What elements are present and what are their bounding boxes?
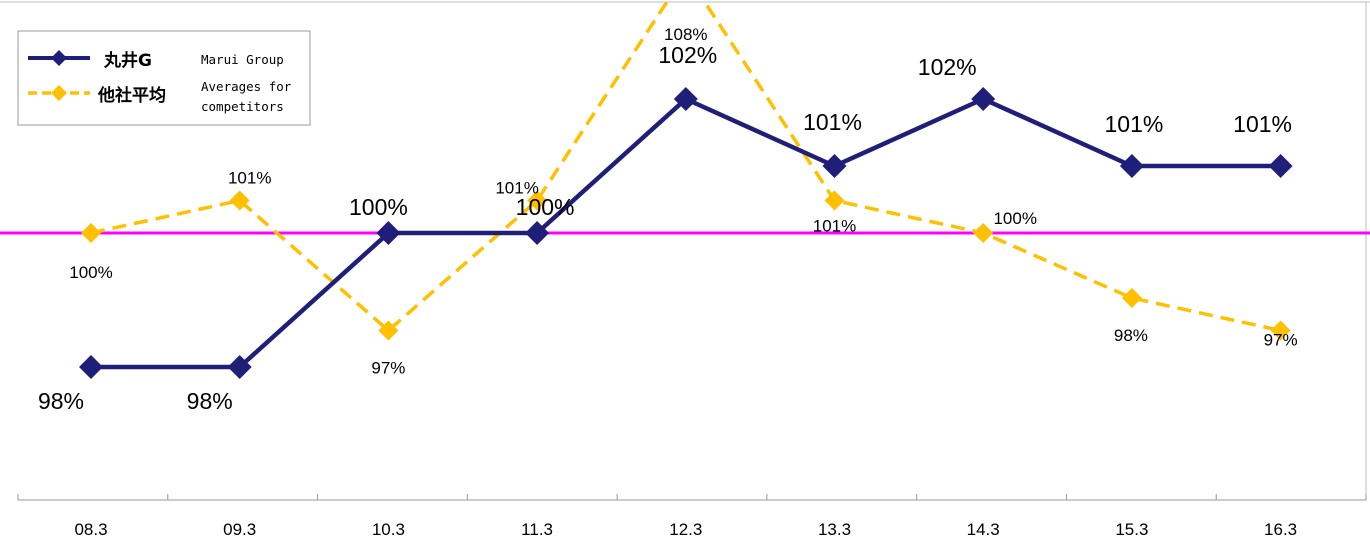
legend-item-marui: 丸井G Marui Group <box>28 50 284 71</box>
legend-label-competitors-en-1: Averages for <box>201 79 292 94</box>
x-tick-label-09-3: 09.3 <box>223 520 256 539</box>
x-axis: 08.3 09.3 10.3 11.3 12.3 13.3 14.3 15.3 16.3 <box>17 494 1367 539</box>
data-label-marui-14-3: 102% <box>918 54 977 80</box>
data-label-marui-10-3: 100% <box>349 194 408 220</box>
legend-label-marui-en: Marui Group <box>201 52 284 67</box>
data-label-competitors-14-3: 100% <box>993 209 1036 228</box>
data-label-competitors-12-3: 108% <box>664 25 707 44</box>
point-competitors-08-3 <box>81 223 101 243</box>
point-competitors-11-3 <box>527 190 548 211</box>
point-competitors-10-3 <box>378 320 399 341</box>
x-tick-label-10-3: 10.3 <box>372 520 405 539</box>
data-label-competitors-10-3: 97% <box>371 359 405 378</box>
legend-box <box>17 30 311 126</box>
point-competitors-16-3 <box>1270 320 1291 341</box>
x-tick-label-16-3: 16.3 <box>1264 520 1297 539</box>
data-label-marui-13-3: 101% <box>803 109 862 135</box>
series-layer <box>79 0 1293 379</box>
data-labels: 98% 98%100% 100%102%101%102%101% 101%100%10… <box>38 25 1298 414</box>
point-marui-11-3 <box>525 221 550 245</box>
point-marui-14-3 <box>971 87 996 111</box>
point-marui-10-3 <box>376 221 401 245</box>
x-tick-label-13-3: 13.3 <box>818 520 851 539</box>
data-label-competitors-09-3: 101% <box>228 169 271 188</box>
data-label-competitors-13-3: 101% <box>813 217 856 236</box>
point-marui-13-3 <box>822 154 847 178</box>
data-label-marui-08-3: 98% <box>38 388 84 414</box>
data-label-marui-11-3: 100% <box>516 194 575 220</box>
legend-item-competitors: 他社平均 Averages for competitors <box>28 79 292 114</box>
point-marui-12-3 <box>673 87 698 111</box>
point-competitors-15-3 <box>1121 288 1142 308</box>
point-marui-16-3 <box>1268 154 1293 178</box>
series-line-competitors <box>90 0 1281 333</box>
data-label-marui-09-3: 98% <box>187 388 233 414</box>
data-label-marui-15-3: 101% <box>1104 111 1163 137</box>
data-label-marui-12-3: 102% <box>658 42 717 68</box>
point-competitors-14-3 <box>973 223 994 243</box>
x-tick-label-14-3: 14.3 <box>967 520 1000 539</box>
x-tick-label-12-3: 12.3 <box>669 520 702 539</box>
data-label-marui-16-3: 101% <box>1233 111 1292 137</box>
legend-label-competitors: 他社平均 <box>97 85 166 106</box>
data-label-competitors-11-3: 101% <box>495 179 538 198</box>
legend: 丸井G Marui Group 他社平均 Averages for compet… <box>17 30 311 126</box>
legend-label-marui: 丸井G <box>103 50 152 71</box>
x-tick-label-11-3: 11.3 <box>521 520 553 539</box>
data-label-competitors-16-3: 97% <box>1264 331 1298 350</box>
x-tick-label-15-3: 15.3 <box>1115 520 1148 539</box>
legend-swatch-marker-competitors <box>51 85 67 101</box>
point-marui-15-3 <box>1119 154 1144 178</box>
legend-label-competitors-en-2: competitors <box>201 99 284 114</box>
data-label-competitors-08-3: 100% <box>69 263 112 282</box>
x-tick-label-08-3: 08.3 <box>74 520 107 539</box>
point-competitors-09-3 <box>229 190 250 211</box>
point-marui-08-3 <box>79 355 103 379</box>
data-label-competitors-15-3: 98% <box>1114 326 1148 345</box>
point-marui-09-3 <box>227 355 252 379</box>
legend-swatch-marker-marui <box>51 50 67 66</box>
point-competitors-13-3 <box>824 190 845 211</box>
